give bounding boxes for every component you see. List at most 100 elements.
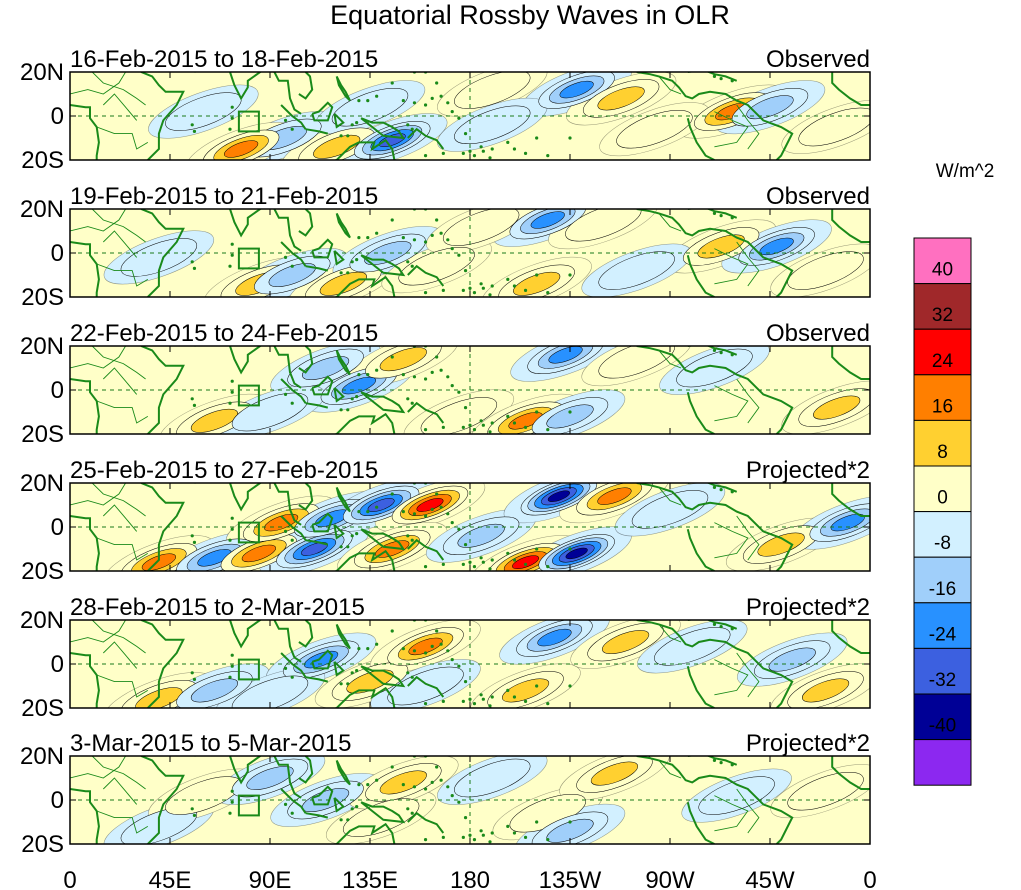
y-tick-label: 0 bbox=[51, 240, 64, 267]
coastline bbox=[228, 756, 262, 785]
island bbox=[430, 370, 434, 374]
island bbox=[190, 397, 194, 401]
island bbox=[450, 794, 454, 798]
island bbox=[346, 271, 350, 275]
island bbox=[535, 547, 539, 551]
colorbar-swatch bbox=[913, 693, 972, 741]
country-border bbox=[70, 346, 126, 369]
olr-anomaly-contour bbox=[367, 498, 395, 512]
coastline bbox=[831, 72, 870, 106]
x-tick-label: 0 bbox=[63, 867, 76, 890]
country-border bbox=[70, 72, 126, 95]
island bbox=[488, 704, 492, 708]
coastline bbox=[140, 346, 185, 434]
country-border bbox=[96, 400, 149, 424]
island bbox=[512, 695, 517, 699]
coastlines bbox=[70, 72, 870, 160]
coastline bbox=[321, 822, 396, 844]
colorbar-swatch bbox=[913, 511, 972, 558]
island bbox=[401, 99, 405, 103]
colorbar-swatch bbox=[913, 374, 972, 421]
island bbox=[463, 816, 468, 820]
island bbox=[339, 408, 343, 412]
island bbox=[488, 156, 492, 160]
country-border bbox=[91, 620, 146, 654]
panel-4: 20N 0 20S 25-Feb-2015 to 27-Feb-2015 Project… bbox=[20, 457, 871, 585]
coastline bbox=[140, 209, 185, 297]
island bbox=[512, 147, 517, 151]
island bbox=[366, 99, 370, 103]
coastline bbox=[636, 346, 794, 434]
island bbox=[435, 629, 439, 633]
island bbox=[350, 397, 354, 401]
olr-anomaly-contour bbox=[597, 487, 632, 505]
island bbox=[423, 838, 428, 842]
island bbox=[463, 406, 468, 410]
coastline bbox=[140, 72, 185, 160]
island bbox=[375, 231, 379, 235]
olr-anomaly-contour bbox=[454, 758, 531, 798]
island bbox=[481, 560, 485, 564]
island bbox=[283, 529, 288, 534]
coastline bbox=[360, 117, 406, 140]
coastline bbox=[333, 250, 345, 266]
olr-anomaly-contour bbox=[546, 404, 594, 429]
olr-anomaly-contour bbox=[224, 140, 259, 158]
coastline bbox=[140, 620, 185, 708]
coastline bbox=[305, 128, 329, 135]
island bbox=[375, 94, 379, 98]
island bbox=[290, 264, 294, 268]
colorbar-level-label: -32 bbox=[929, 670, 956, 691]
island bbox=[506, 277, 510, 281]
olr-anomaly-contour bbox=[601, 630, 650, 654]
olr-anomaly-contour bbox=[379, 770, 427, 795]
coastline bbox=[305, 812, 329, 819]
island bbox=[390, 218, 394, 222]
country-border bbox=[736, 241, 760, 287]
country-border bbox=[658, 760, 682, 779]
coastline bbox=[280, 515, 307, 541]
olr-anomaly-contour bbox=[141, 553, 176, 571]
coastline bbox=[280, 104, 307, 130]
island bbox=[406, 807, 410, 811]
coastline bbox=[636, 620, 794, 708]
island bbox=[435, 765, 439, 769]
olr-anomaly-contour bbox=[746, 95, 794, 120]
country-border bbox=[96, 537, 149, 561]
olr-anomaly-contour bbox=[798, 107, 870, 147]
country-border bbox=[96, 126, 149, 150]
island bbox=[568, 410, 572, 414]
island bbox=[350, 671, 354, 675]
colorbar-swatch bbox=[913, 283, 972, 330]
island bbox=[375, 368, 379, 372]
coastline bbox=[831, 620, 870, 654]
island bbox=[446, 649, 450, 653]
island bbox=[423, 154, 428, 158]
island bbox=[192, 540, 197, 545]
island bbox=[523, 288, 528, 292]
colorbar-swatch bbox=[913, 602, 972, 649]
coastline bbox=[686, 391, 715, 434]
y-tick-label: 20N bbox=[20, 743, 64, 770]
coastline bbox=[407, 538, 445, 561]
x-tick-label: 135W bbox=[539, 867, 602, 890]
panel-kind: Observed bbox=[766, 46, 870, 73]
island bbox=[357, 373, 361, 377]
coastline bbox=[70, 378, 100, 434]
region-box bbox=[237, 384, 260, 407]
island bbox=[290, 538, 294, 542]
island bbox=[512, 421, 517, 425]
island bbox=[439, 368, 443, 372]
coastline bbox=[636, 483, 794, 571]
island bbox=[423, 565, 428, 569]
olr-anomaly-contour bbox=[197, 549, 232, 567]
island bbox=[523, 835, 528, 840]
olr-anomaly-contour bbox=[697, 234, 745, 259]
coastline bbox=[687, 72, 738, 82]
island bbox=[730, 353, 734, 357]
island bbox=[346, 818, 350, 822]
island bbox=[468, 286, 472, 290]
island bbox=[468, 697, 472, 701]
coastline bbox=[298, 620, 314, 648]
olr-anomaly-contour bbox=[537, 628, 572, 647]
